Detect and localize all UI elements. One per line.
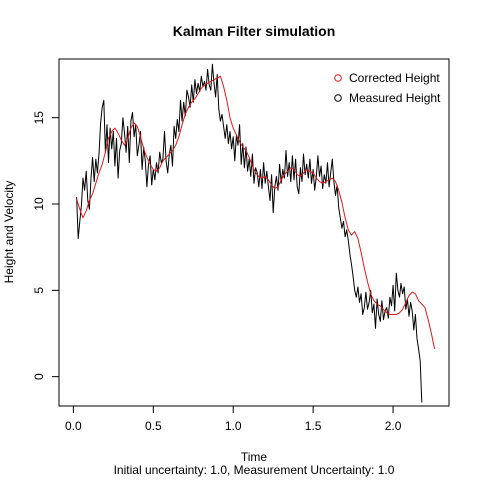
y-axis: 0 5 10 15 (32, 111, 60, 380)
y-tick-label: 5 (32, 287, 46, 294)
legend-marker-corrected (334, 74, 342, 82)
y-axis-label: Height and Velocity (2, 181, 16, 284)
y-tick-label: 0 (32, 373, 46, 380)
legend-label-corrected: Corrected Height (349, 71, 440, 85)
x-tick-label: 0.5 (145, 419, 162, 433)
plot-frame (58, 58, 450, 407)
y-tick-label: 10 (32, 197, 46, 211)
x-tick-label: 1.0 (225, 419, 242, 433)
x-tick-label: 1.5 (305, 419, 322, 433)
chart-title: Kalman Filter simulation (173, 23, 336, 39)
corrected-height-line (76, 75, 436, 350)
measured-height-line (76, 63, 423, 403)
chart-subtitle: Initial uncertainty: 1.0, Measurement Un… (114, 463, 395, 477)
legend-label-measured: Measured Height (349, 91, 441, 105)
legend: Corrected Height Measured Height (334, 71, 441, 105)
x-axis-label: Time (241, 450, 268, 464)
series-layer (76, 63, 436, 403)
x-tick-label: 0.0 (65, 419, 82, 433)
x-tick-label: 2.0 (385, 419, 402, 433)
x-axis: 0.0 0.5 1.0 1.5 2.0 (65, 405, 402, 433)
legend-marker-measured (334, 94, 342, 102)
y-tick-label: 15 (32, 111, 46, 125)
